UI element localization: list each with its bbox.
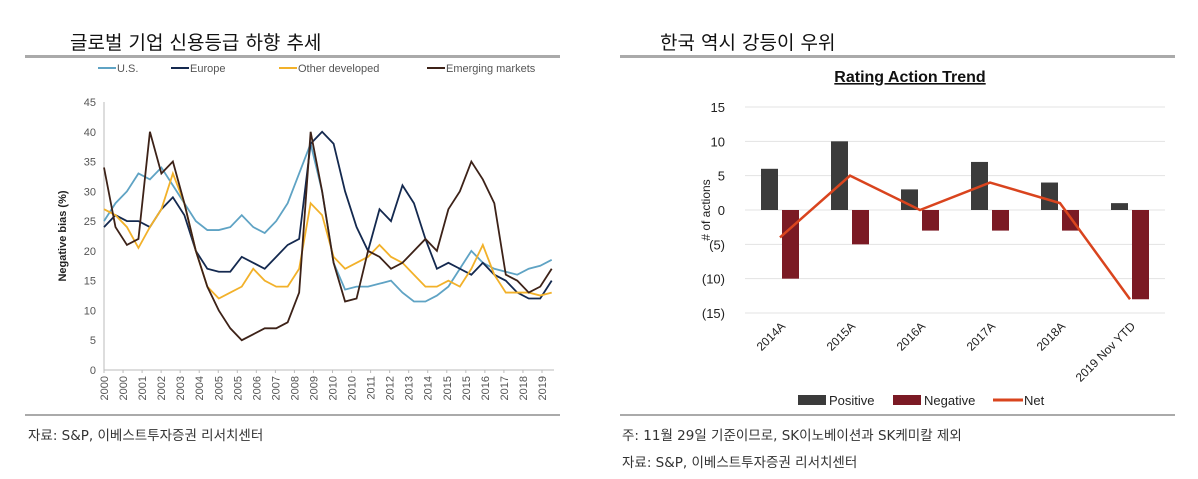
chart-title: Rating Action Trend — [834, 69, 985, 86]
x-tick-label: 2013 — [404, 376, 416, 400]
y-tick-label: 0 — [90, 365, 96, 377]
rating-action-bar-chart: Rating Action Trend 15 10 5 0 (5) (10) (15) # of… — [699, 69, 1165, 408]
x-tick-label: 2018 — [518, 376, 530, 400]
x-tick-label: 2000 — [99, 376, 111, 400]
legend-label: U.S. — [117, 63, 138, 75]
y-tick-label: 15 — [84, 276, 96, 288]
x-tick-label: 2014 — [423, 376, 435, 400]
legend-swatch — [798, 395, 826, 405]
x-tick-label: 2010 — [347, 376, 359, 400]
series-line-other-developed — [103, 170, 552, 300]
y-tick-label: (10) — [702, 272, 725, 287]
x-tick-label: 2007 — [270, 376, 282, 400]
x-tick-label: 2006 — [251, 376, 263, 400]
x-tick-label: 2005 — [232, 376, 244, 400]
x-tick-label: 2018A — [1034, 319, 1068, 353]
x-tick-label: 2008 — [289, 376, 301, 400]
y-tick-label: 10 — [711, 134, 725, 149]
net-line — [779, 174, 1132, 301]
left-source: 자료: S&P, 이베스트투자증권 리서치센터 — [28, 428, 264, 444]
x-tick-label: 2010 — [328, 376, 340, 400]
left-title: 글로벌 기업 신용등급 하향 추세 — [70, 32, 322, 54]
legend-label: Net — [1024, 393, 1045, 408]
right-note: 주: 11월 29일 기준이므로, SK이노베이션과 SK케미칼 제외 — [622, 428, 962, 444]
x-tick-label: 2019 Nov YTD — [1073, 319, 1139, 385]
bar-negative — [782, 210, 799, 279]
x-tick-label: 2000 — [118, 376, 130, 400]
bar-positive — [831, 141, 848, 210]
legend-label: Emerging markets — [446, 63, 536, 75]
x-tick-label: 2003 — [175, 376, 187, 400]
y-tick-label: 25 — [84, 216, 96, 228]
y-tick-label: (15) — [702, 306, 725, 321]
divider — [620, 55, 1175, 58]
bar-positive — [1041, 182, 1058, 210]
bar-negative — [1132, 210, 1149, 300]
x-tick-label: 2012 — [385, 376, 397, 400]
y-axis-label: Negative bias (%) — [57, 190, 69, 281]
divider — [25, 414, 560, 416]
bar-negative — [922, 210, 939, 231]
x-tick-label: 2009 — [308, 376, 320, 400]
right-source: 자료: S&P, 이베스트투자증권 리서치센터 — [622, 455, 858, 471]
bar-negative — [852, 210, 869, 245]
x-tick-label: 2015 — [442, 376, 454, 400]
series-line-europe — [103, 130, 553, 300]
bar-positive — [1111, 203, 1128, 210]
x-tick-label: 2005 — [213, 376, 225, 400]
negative-bias-line-chart: U.S. Europe Other developed Emerging market… — [57, 63, 554, 400]
y-tick-label: 0 — [718, 203, 725, 218]
y-tick-label: 45 — [84, 97, 96, 109]
legend-label: Negative — [924, 393, 975, 408]
legend-swatch — [893, 395, 921, 405]
right-title: 한국 역시 강등이 우위 — [660, 32, 836, 54]
x-tick-label: 2016 — [480, 376, 492, 400]
x-tick-label: 2017A — [964, 319, 998, 353]
series-line-emerging-markets — [103, 131, 553, 342]
x-tick-label: 2001 — [137, 376, 149, 400]
legend-label: Other developed — [298, 63, 379, 75]
divider — [620, 414, 1175, 416]
bar-positive — [761, 168, 778, 210]
y-tick-label: 15 — [711, 100, 725, 115]
x-tick-label: 2019 — [537, 376, 549, 400]
y-tick-label: 5 — [90, 335, 96, 347]
x-tick-label: 2004 — [194, 376, 206, 400]
y-tick-label: (5) — [709, 237, 725, 252]
divider — [25, 55, 560, 58]
x-tick-label: 2016A — [894, 319, 928, 353]
x-tick-label: 2017 — [499, 376, 511, 400]
x-tick-label: 2002 — [156, 376, 168, 400]
y-tick-label: 30 — [84, 186, 96, 198]
y-tick-label: 5 — [718, 169, 725, 184]
bar-negative — [992, 210, 1009, 231]
x-tick-label: 2015A — [824, 319, 858, 353]
x-tick-label: 2015 — [461, 376, 473, 400]
y-tick-label: 35 — [84, 157, 96, 169]
x-tick-label: 2011 — [366, 376, 378, 400]
y-axis-label: # of actions — [699, 179, 713, 240]
y-tick-label: 10 — [84, 305, 96, 317]
bar-positive — [901, 189, 918, 210]
y-tick-label: 40 — [84, 127, 96, 139]
x-tick-label: 2014A — [754, 319, 788, 353]
y-tick-label: 20 — [84, 246, 96, 258]
legend-label: Europe — [190, 63, 225, 75]
legend-label: Positive — [829, 393, 875, 408]
